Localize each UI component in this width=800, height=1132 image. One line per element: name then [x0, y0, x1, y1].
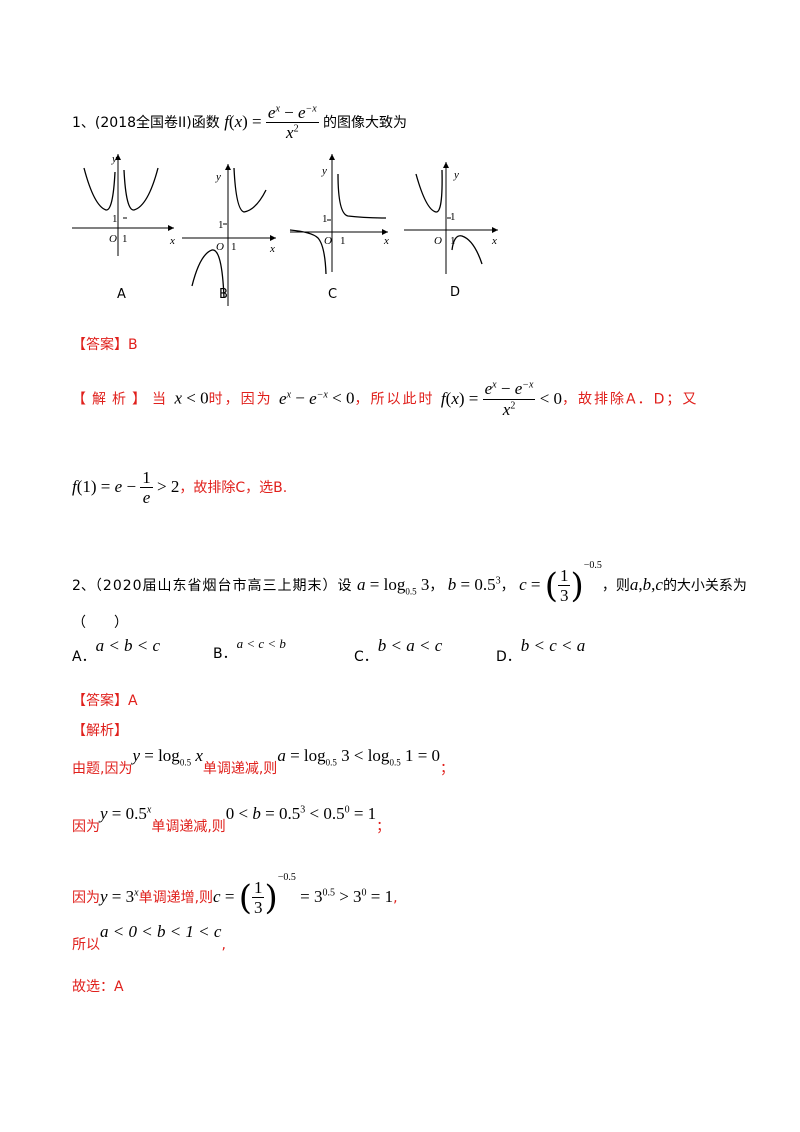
graph-d-x: x [491, 235, 497, 247]
q1-answer: 【答案】B [72, 334, 138, 354]
q2-analysis-line3: 因为y = 3x单调递增,则c = (1 3)−0.5 = 30.5 > 30 =… [72, 872, 398, 919]
graph-a-one-y: 1 [112, 213, 118, 225]
graph-a-o: O [109, 233, 117, 245]
q2-option-d-expr: b < c < a [520, 636, 586, 655]
q2-option-d: D．b < c < a [496, 636, 586, 665]
q2-paren: （ ） [72, 615, 128, 631]
q2-answer: 【答案】A [72, 690, 138, 710]
q1-source: (2018全国卷II)函数 [94, 115, 220, 131]
q2-answer-tag: 【答案】 [72, 693, 128, 709]
q2-option-b-expr: a < c < b [236, 636, 286, 651]
graph-b-x: x [269, 243, 275, 255]
q1-suffix: 的图像大致为 [322, 115, 407, 131]
q2-analysis-line2: 因为y = 0.5x单调递减,则0 < b = 0.53 < 0.50 = 1； [72, 804, 391, 835]
graph-d-o: O [434, 235, 442, 247]
q1-stem: 1、(2018全国卷II)函数 f(x) = ex − e−x x2 的图像大致为 [72, 100, 407, 144]
q2-source: （2020届山东省烟台市高三上期末）设 [94, 578, 353, 594]
graph-b-one-x: 1 [231, 241, 237, 253]
q2-option-a-expr: a < b < c [95, 636, 161, 655]
graph-c-label: C [328, 287, 338, 302]
q1-analysis-tag: 【解析】 [72, 391, 152, 408]
q2-option-a: A．a < b < c [72, 636, 161, 665]
graph-c-one-y: 1 [322, 213, 328, 225]
graph-a: y x O 1 1 [72, 153, 175, 256]
q2-number: 2、 [72, 578, 95, 594]
q2-option-b: B．a < c < b [213, 636, 286, 662]
graph-d-one-y: 1 [450, 211, 456, 223]
q1-function-formula: f(x) = ex − e−x x2 [224, 102, 319, 143]
graph-a-x: x [169, 235, 175, 247]
q2-analysis-tag: 【解析】 [72, 723, 128, 739]
q2-final: 故选：A [72, 979, 124, 995]
q2-analysis-line4: 所以a < 0 < b < 1 < c, [72, 922, 226, 953]
graph-d-label: D [450, 285, 461, 300]
q1-number: 1、 [72, 115, 95, 131]
graph-d-one-x: 1 [450, 235, 456, 247]
graph-a-label: A [117, 287, 126, 302]
graph-a-one-x: 1 [122, 233, 128, 245]
q2-option-c: C．b < a < c [354, 636, 443, 665]
q2-option-c-expr: b < a < c [377, 636, 443, 655]
graph-b: y x O 1 1 [182, 164, 276, 306]
graph-b-y: y [215, 171, 221, 183]
graph-b-one-y: 1 [218, 219, 224, 231]
graph-d: y x O 1 1 [404, 162, 498, 274]
q2-answer-value: A [128, 693, 138, 709]
q1-answer-value: B [128, 337, 138, 353]
graph-c-o: O [324, 235, 332, 247]
graph-a-y: y [111, 153, 117, 165]
graph-c-one-x: 1 [340, 235, 346, 247]
q1-analysis-line1: 【解析】当 x < 0时，因为 ex − e−x < 0，所以此时 f(x) =… [72, 379, 699, 419]
q1-answer-tag: 【答案】 [72, 337, 128, 353]
q2-analysis-line1: 由题,因为y = log0.5 x单调递减,则a = log0.5 3 < lo… [72, 746, 455, 777]
graph-c: y x O 1 1 [289, 154, 389, 275]
graph-c-y: y [321, 165, 327, 177]
graph-b-label: B [219, 287, 228, 302]
graph-b-o: O [216, 241, 224, 253]
graph-c-x: x [383, 235, 389, 247]
q2-stem: 2、（2020届山东省烟台市高三上期末）设 a = log0.5 3， b = … [72, 560, 747, 607]
graph-d-y: y [453, 169, 459, 181]
